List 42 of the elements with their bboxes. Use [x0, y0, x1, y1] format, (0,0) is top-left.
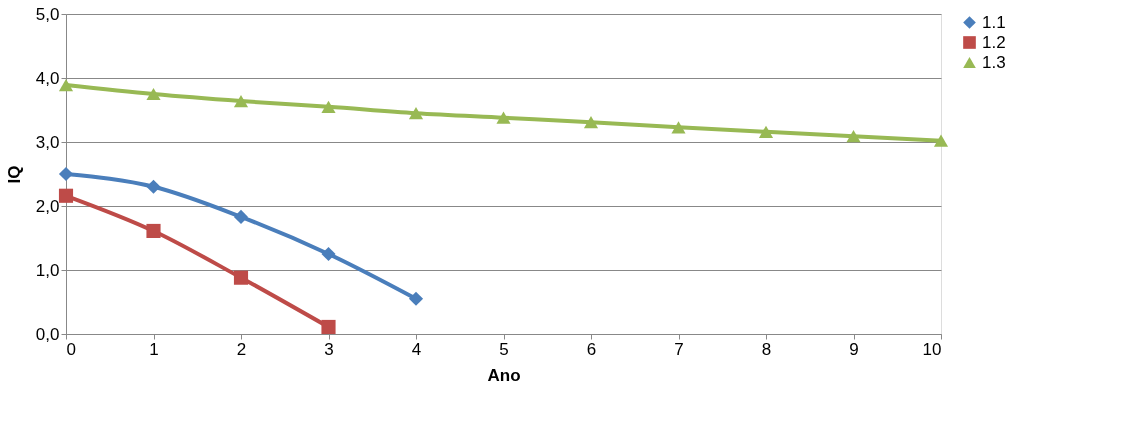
y-tick-label: 3,0	[35, 132, 60, 152]
point	[321, 319, 336, 335]
point	[583, 116, 599, 129]
y-tick-label: 2,0	[35, 196, 60, 216]
point	[408, 107, 424, 120]
point	[496, 111, 511, 124]
x-tick-label: 7	[674, 339, 684, 359]
point	[671, 121, 686, 134]
x-tick-label: 9	[849, 339, 859, 359]
y-axis-title: IQ	[4, 165, 24, 184]
x-tick-label: 4	[411, 339, 422, 359]
legend-label: 1.3	[982, 52, 1006, 72]
point	[146, 179, 161, 194]
point	[321, 100, 336, 113]
x-tick-label: 0	[66, 339, 76, 359]
x-tick-label: 5	[499, 339, 509, 359]
point	[846, 130, 861, 143]
x-tick-label: 1	[149, 339, 159, 359]
x-tick-label: 8	[761, 339, 772, 359]
point	[146, 87, 161, 101]
point	[233, 209, 249, 224]
point	[408, 291, 424, 306]
y-tick-label: 1,0	[35, 260, 60, 280]
y-tick-label: 0,0	[35, 324, 60, 344]
point	[58, 78, 74, 92]
point	[933, 134, 949, 147]
y-tick-label: 4,0	[35, 68, 60, 88]
x-tick-label: 3	[324, 339, 334, 359]
point	[233, 94, 249, 108]
point	[321, 246, 336, 262]
x-axis-title: Ano	[487, 365, 521, 385]
x-tick-label: 6	[586, 339, 597, 359]
x-tick-label: 10	[922, 339, 942, 359]
x-tick-label: 2	[236, 339, 247, 359]
point	[233, 270, 249, 285]
legend-label: 1.1	[982, 12, 1006, 32]
point	[58, 166, 74, 182]
point	[58, 188, 74, 203]
y-tick-label: 5,0	[35, 4, 60, 24]
point	[146, 223, 161, 239]
legend-label: 1.2	[982, 32, 1006, 52]
point	[758, 125, 774, 138]
